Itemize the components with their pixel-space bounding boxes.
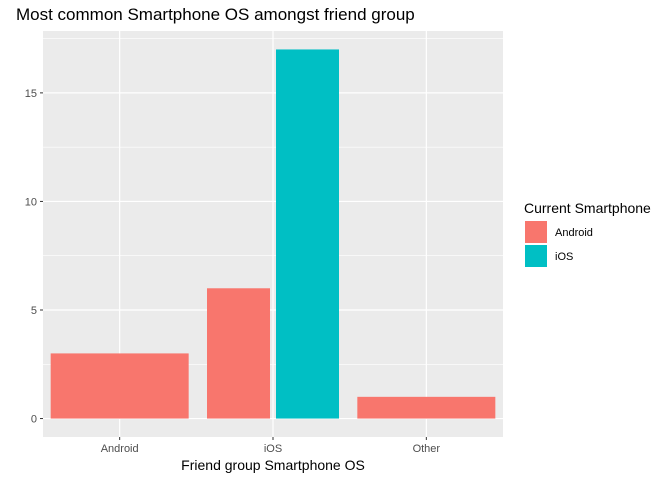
x-tick-label: Other xyxy=(413,443,441,455)
x-tick-label: iOS xyxy=(264,443,282,455)
y-tick-label: 10 xyxy=(25,196,37,208)
legend-items: Android iOS xyxy=(525,221,593,267)
legend-label-android: Android xyxy=(555,227,593,239)
legend-key-ios xyxy=(525,245,547,267)
bar-ios-ios xyxy=(276,49,339,419)
x-axis: Android iOS Other xyxy=(101,437,441,455)
legend-title: Current Smartphone xyxy=(524,200,651,216)
y-tick-label: 15 xyxy=(25,88,37,100)
legend: Current Smartphone Android iOS xyxy=(524,200,651,267)
y-tick-label: 0 xyxy=(31,414,37,426)
y-axis: 0 5 10 15 xyxy=(25,88,43,426)
x-axis-title: Friend group Smartphone OS xyxy=(181,457,365,473)
bar-android-other xyxy=(357,396,496,419)
x-tick-label: Android xyxy=(101,443,139,455)
bar-android-android xyxy=(50,353,189,419)
y-tick-label: 5 xyxy=(31,305,37,317)
bars xyxy=(50,49,496,419)
chart-title: Most common Smartphone OS amongst friend… xyxy=(16,5,415,24)
major-gridlines xyxy=(43,31,503,437)
legend-label-ios: iOS xyxy=(555,251,573,263)
legend-key-android xyxy=(525,221,547,243)
bar-android-ios xyxy=(207,288,270,419)
